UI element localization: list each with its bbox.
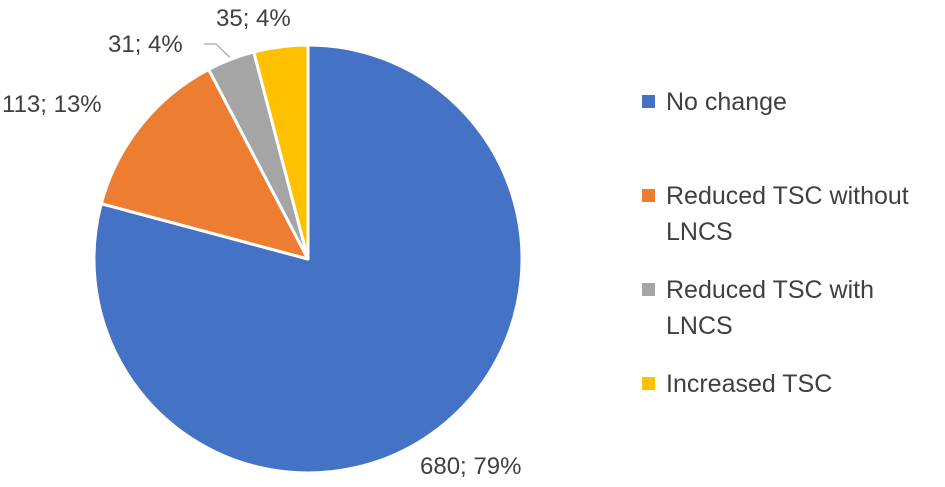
data-label-reduced-with-lncs: 31; 4% (108, 31, 183, 58)
pie-slices (92, 43, 524, 475)
pie-slice-increased-tsc (252, 43, 310, 261)
leader-lines (204, 43, 231, 59)
legend-label-reduced-without-lncs: Reduced TSC without LNCS (666, 182, 909, 246)
legend-swatch-no-change (642, 95, 655, 108)
legend-swatch-reduced-with-lncs (642, 283, 655, 296)
data-label-no-change: 680; 79% (420, 453, 521, 480)
leader-line-reduced-with-lncs (204, 43, 231, 59)
legend-label-no-change: No change (666, 88, 787, 116)
legend-swatch-increased-tsc (642, 377, 655, 390)
legend-label-reduced-with-lncs: Reduced TSC with LNCS (666, 276, 874, 340)
data-labels: 680; 79% 113; 13% 31; 4% 35; 4% (2, 5, 521, 480)
data-label-reduced-without-lncs: 113; 13% (2, 91, 102, 118)
data-label-increased-tsc: 35; 4% (216, 5, 291, 32)
pie-slice-reduced-without-lncs (99, 67, 310, 261)
legend-label-increased-tsc: Increased TSC (666, 370, 833, 398)
legend-swatch-reduced-without-lncs (642, 189, 655, 202)
